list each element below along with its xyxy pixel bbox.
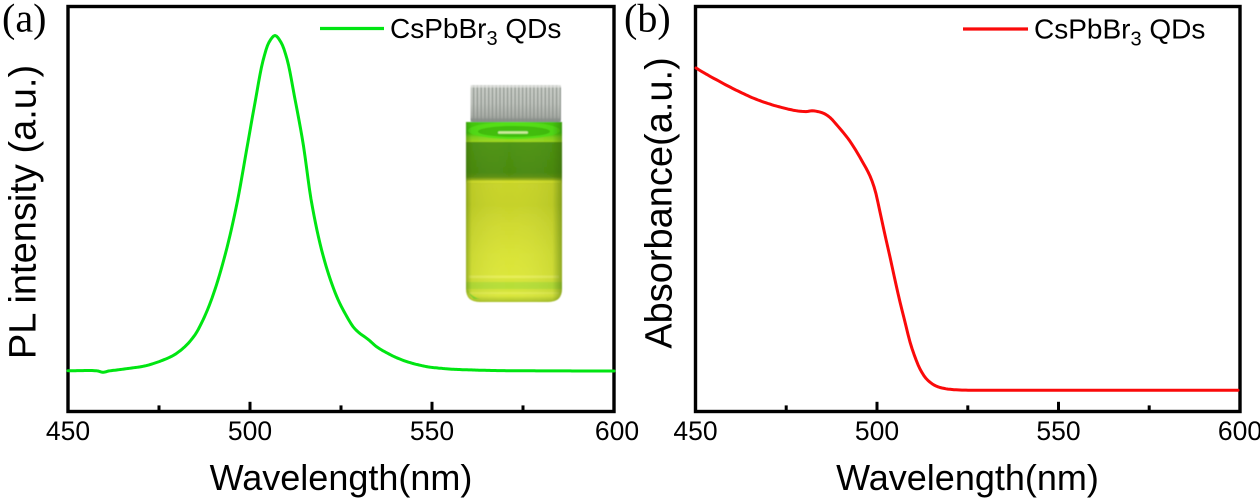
svg-text:(b): (b) [624, 0, 671, 41]
svg-text:(a): (a) [2, 0, 46, 41]
svg-text:PL intensity (a.u.): PL intensity (a.u.) [3, 65, 45, 359]
svg-text:Wavelength(nm): Wavelength(nm) [210, 457, 473, 498]
svg-text:600: 600 [1218, 416, 1260, 446]
svg-text:550: 550 [410, 416, 454, 446]
svg-text:Absorbance(a.u.): Absorbance(a.u.) [639, 57, 681, 349]
svg-text:550: 550 [1036, 416, 1080, 446]
svg-text:CsPbBr3 QDs: CsPbBr3 QDs [390, 13, 561, 50]
svg-text:500: 500 [855, 416, 899, 446]
svg-text:CsPbBr3 QDs: CsPbBr3 QDs [1034, 14, 1205, 51]
svg-text:600: 600 [595, 416, 639, 446]
svg-text:Wavelength(nm): Wavelength(nm) [836, 457, 1099, 498]
svg-text:500: 500 [228, 416, 272, 446]
svg-text:450: 450 [673, 416, 717, 446]
svg-text:450: 450 [46, 416, 90, 446]
